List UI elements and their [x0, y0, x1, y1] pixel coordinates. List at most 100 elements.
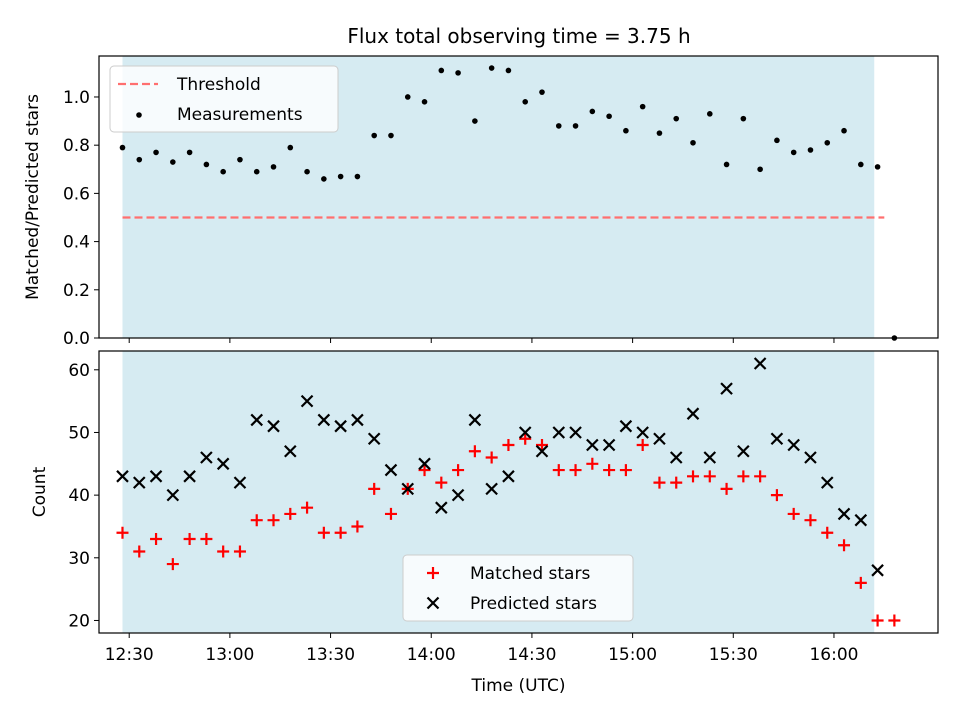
predicted-star-marker [753, 357, 767, 370]
x-tick-label: 12:30 [105, 645, 154, 665]
matched-star-marker [687, 470, 700, 483]
measurement-point [237, 156, 243, 163]
measurement-point [639, 103, 646, 110]
matched-star-marker [301, 501, 314, 514]
matched-star-marker [502, 439, 515, 451]
matched-star-marker [250, 514, 263, 527]
matched-star-marker [452, 464, 465, 477]
measurement-point [488, 65, 495, 71]
matched-star-marker [737, 470, 750, 483]
chart-title: Flux total observing time = 3.75 h [347, 24, 690, 48]
predicted-stars-markers [116, 357, 884, 577]
y-tick-label: 0.4 [63, 233, 90, 253]
predicted-star-marker [770, 432, 784, 446]
predicted-star-marker [200, 451, 213, 464]
matched-star-marker [116, 526, 129, 539]
predicted-star-marker [871, 564, 884, 577]
measurement-point [354, 173, 361, 180]
ratio-legend: Threshold Measurements [109, 65, 339, 133]
measurement-point [790, 149, 797, 156]
measurement-point [371, 132, 377, 139]
predicted-star-marker [854, 513, 868, 527]
legend-matched-swatch [427, 567, 439, 579]
matched-star-marker [720, 482, 733, 495]
matched-star-marker [838, 539, 851, 552]
measurement-point [136, 156, 143, 163]
y-tick-label: 0.0 [63, 329, 90, 349]
measurement-point [253, 168, 260, 175]
matched-star-marker [519, 432, 532, 445]
matched-star-marker [468, 445, 481, 458]
matched-star-marker [384, 507, 397, 520]
measurement-point [153, 149, 159, 156]
measurement-point [807, 147, 814, 153]
predicted-star-marker [233, 476, 247, 489]
matched-star-marker [854, 576, 867, 589]
predicted-star-marker [518, 426, 532, 439]
predicted-star-marker [300, 394, 314, 408]
measurement-point [505, 67, 512, 74]
time-x-axis-label: Time (UTC) [471, 676, 566, 696]
matched-star-marker [603, 464, 616, 477]
matched-star-marker [485, 451, 498, 464]
predicted-star-marker [619, 419, 633, 433]
matched-star-marker [183, 533, 196, 545]
measurement-point [539, 89, 545, 95]
predicted-star-marker [586, 438, 599, 452]
predicted-star-marker [820, 476, 834, 489]
predicted-star-marker [569, 426, 582, 439]
measurement-point [757, 166, 763, 173]
legend-plus-mark [427, 567, 439, 579]
predicted-star-marker [535, 444, 549, 458]
legend-threshold-label: Threshold [176, 75, 261, 95]
measurement-point [723, 161, 730, 168]
matched-star-marker [200, 533, 213, 545]
measurement-point [824, 139, 831, 146]
matched-star-marker [754, 470, 767, 483]
y-tick-label: 0.8 [63, 136, 90, 156]
predicted-star-marker [435, 501, 448, 514]
measurement-point [220, 168, 226, 175]
predicted-star-marker [418, 457, 431, 471]
predicted-star-marker [250, 413, 264, 427]
measurement-point [690, 139, 696, 146]
predicted-star-marker [686, 407, 700, 420]
predicted-star-marker [367, 432, 381, 446]
measurement-point [455, 70, 461, 76]
measurement-point [270, 164, 277, 170]
matched-star-marker [552, 464, 565, 477]
matched-star-marker [368, 482, 381, 495]
measurement-point [321, 176, 327, 182]
time-x-axis-ticks: 12:30 13:00 13:30 14:00 14:30 15:00 15:30 16:00 [105, 633, 858, 665]
predicted-star-marker [720, 382, 733, 395]
legend-measurements-swatch [136, 112, 142, 118]
count-panel: 20 30 40 50 60 12:30 13:00 13:30 14:00 14:30 15:0… [30, 350, 939, 696]
measurement-point [472, 118, 478, 124]
predicted-star-marker [837, 507, 851, 521]
measurement-point [623, 127, 629, 134]
predicted-star-marker [451, 488, 465, 502]
matched-star-marker [703, 470, 716, 483]
predicted-star-marker [468, 413, 482, 427]
measurement-point [656, 130, 663, 136]
predicted-star-marker [787, 438, 800, 452]
x-tick-label: 15:00 [608, 645, 657, 665]
predicted-star-marker [183, 470, 196, 483]
x-tick-label: 14:30 [507, 645, 556, 665]
count-legend-box [402, 554, 634, 622]
predicted-star-marker [502, 470, 515, 483]
predicted-star-marker [351, 413, 364, 427]
matched-star-marker [233, 545, 246, 558]
matched-star-marker [535, 439, 548, 451]
x-tick-label: 13:30 [306, 645, 355, 665]
measurement-point [404, 94, 411, 100]
matched-star-marker [351, 520, 364, 533]
legend-predicted-label: Predicted stars [470, 594, 597, 614]
predicted-star-marker [284, 444, 297, 458]
predicted-star-marker [216, 457, 230, 471]
ratio-panel: 0.0 0.2 0.4 0.6 0.8 1.0 Matched/Predicted sta… [23, 55, 939, 349]
matched-stars-markers [116, 432, 901, 627]
count-legend: Matched stars Predicted stars [402, 554, 634, 622]
measurement-point [555, 123, 562, 129]
